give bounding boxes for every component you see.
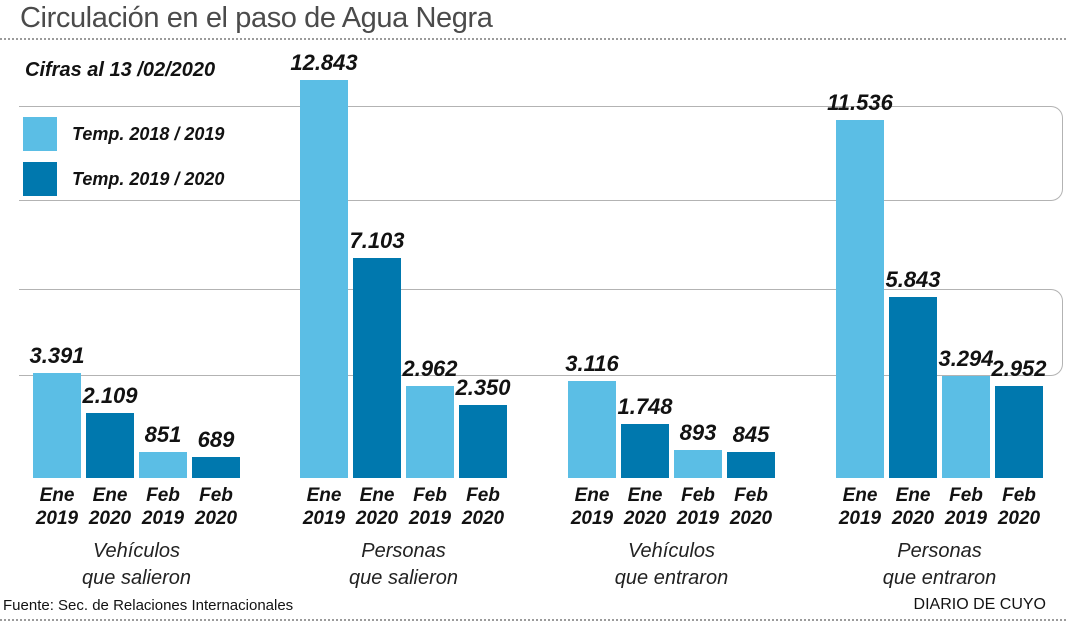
bar [942, 376, 990, 478]
legend-swatch-light-blue [23, 117, 57, 151]
bar [353, 258, 401, 478]
group-label: Personas que salieron [349, 540, 458, 589]
bar-tick-label: Ene 2020 [355, 485, 399, 529]
source-text: Fuente: Sec. de Relaciones Internacional… [3, 597, 294, 614]
bar [621, 424, 669, 478]
bar-tick-label: Ene 2020 [88, 485, 132, 529]
bar-tick-label: Ene 2019 [35, 485, 79, 529]
bar [889, 297, 937, 478]
bar-value-label: 689 [197, 427, 235, 452]
subtitle-date: Cifras al 13 /02/2020 [25, 59, 216, 81]
group-label: Personas que entraron [882, 540, 997, 589]
bar-tick-label: Feb 2019 [944, 485, 988, 529]
legend-item-2018-2019: Temp. 2018 / 2019 [23, 117, 224, 151]
legend-label: Temp. 2018 / 2019 [72, 123, 225, 144]
bar-value-label: 893 [679, 420, 717, 445]
bar-tick-label: Ene 2019 [302, 485, 346, 529]
bottom-dotted-divider [0, 619, 1066, 621]
bar-value-label: 2.952 [991, 356, 1047, 381]
bar-value-label: 3.391 [29, 343, 85, 368]
bar-value-label: 851 [144, 422, 182, 447]
bar-value-label: 1.748 [617, 394, 673, 419]
bar-tick-label: Feb 2020 [194, 485, 238, 529]
group-label: Vehículos que entraron [614, 540, 729, 589]
bar-tick-label: Feb 2019 [676, 485, 720, 529]
bar [836, 120, 884, 478]
bar-value-label: 2.350 [455, 375, 511, 400]
top-dotted-divider [0, 38, 1066, 40]
bar [674, 450, 722, 478]
bar-tick-label: Ene 2019 [570, 485, 614, 529]
bar [459, 405, 507, 478]
grid-band-upper [19, 106, 1063, 201]
bar [300, 80, 348, 478]
legend: Temp. 2018 / 2019 Temp. 2019 / 2020 [23, 117, 224, 207]
bar-tick-label: Feb 2020 [461, 485, 505, 529]
legend-swatch-dark-blue [23, 162, 57, 196]
bar [139, 452, 187, 478]
bar-value-label: 2.962 [402, 356, 458, 381]
bar-tick-label: Feb 2019 [141, 485, 185, 529]
bar-value-label: 7.103 [349, 228, 405, 253]
bar-value-label: 2.109 [82, 383, 138, 408]
bar-value-label: 845 [732, 422, 770, 447]
legend-item-2019-2020: Temp. 2019 / 2020 [23, 162, 224, 196]
bar-tick-label: Ene 2020 [623, 485, 667, 529]
bar [406, 386, 454, 478]
bar [192, 457, 240, 478]
bar-tick-label: Ene 2019 [838, 485, 882, 529]
bar-value-label: 11.536 [827, 90, 893, 115]
bar-tick-label: Feb 2019 [408, 485, 452, 529]
bar-value-label: 3.116 [565, 351, 619, 376]
bar-value-label: 12.843 [290, 50, 358, 75]
group-label: Vehículos que salieron [82, 540, 191, 589]
bar [727, 452, 775, 478]
bar-tick-label: Feb 2020 [997, 485, 1041, 529]
grid-band-lower [19, 289, 1063, 376]
credit-text: DIARIO DE CUYO [913, 596, 1046, 613]
bar [568, 381, 616, 478]
legend-label: Temp. 2019 / 2020 [72, 168, 225, 189]
bar [86, 413, 134, 478]
bar-tick-label: Ene 2020 [891, 485, 935, 529]
bar [995, 386, 1043, 478]
bar-value-label: 3.294 [938, 346, 994, 371]
bar-tick-label: Feb 2020 [729, 485, 773, 529]
page-title: Circulación en el paso de Agua Negra [20, 2, 493, 34]
bar [33, 373, 81, 478]
bar-value-label: 5.843 [885, 267, 941, 292]
